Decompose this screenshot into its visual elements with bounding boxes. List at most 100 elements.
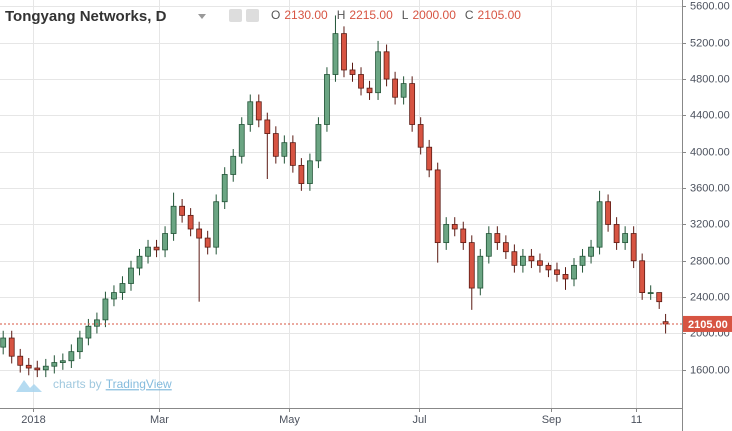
candle-body	[196, 228, 203, 239]
candle-body	[255, 101, 262, 121]
y-tick-label: 1600.00	[690, 364, 730, 376]
candle-body	[392, 78, 398, 98]
y-tick-label: 4000.00	[690, 146, 730, 158]
watermark-link[interactable]: TradingView	[106, 377, 172, 391]
y-tick-label: 2800.00	[690, 255, 730, 267]
format-icon[interactable]	[246, 9, 259, 22]
legend-value: 2000.00	[412, 8, 456, 22]
candle-body	[230, 155, 237, 175]
candle-body	[588, 246, 594, 257]
candle-body	[502, 242, 509, 253]
legend-key: O	[271, 8, 280, 22]
watermark-text: charts by	[53, 377, 102, 391]
y-tick-label: 5200.00	[690, 37, 730, 49]
candle-body	[315, 124, 322, 162]
candle-body	[545, 264, 552, 271]
candle-body	[8, 337, 15, 357]
candle-body	[264, 119, 271, 134]
candle-body	[383, 51, 390, 80]
candle-body	[119, 283, 126, 293]
candle-body	[162, 233, 168, 251]
x-tick-label: Sep	[542, 414, 562, 426]
candle-body	[281, 142, 288, 157]
legend-value: 2215.00	[349, 8, 393, 22]
x-tick-label: Mar	[150, 414, 169, 426]
y-tick-label: 3200.00	[690, 218, 730, 230]
candle-body	[451, 224, 458, 230]
candle-body	[42, 365, 49, 371]
candle-body	[238, 124, 245, 157]
candle-body	[647, 292, 654, 294]
watermark: charts by TradingView	[16, 377, 172, 392]
candle-body	[307, 160, 313, 184]
grid	[0, 0, 682, 408]
dropdown-icon	[198, 14, 206, 19]
candle-body	[511, 251, 518, 266]
candle-body	[187, 214, 194, 230]
candle-body	[485, 233, 492, 257]
candle-body	[272, 133, 279, 157]
candle-body	[656, 292, 663, 303]
candle-body	[443, 224, 450, 244]
legend-value: 2130.00	[284, 8, 328, 22]
candle-body	[349, 69, 356, 75]
legend-key: H	[337, 8, 346, 22]
watermark-logo	[16, 380, 42, 392]
y-tick-label: 4800.00	[690, 73, 730, 85]
candle-body	[622, 233, 629, 244]
candle-body	[170, 205, 177, 234]
candle-body	[221, 174, 228, 203]
candle-body	[204, 237, 211, 248]
candle-body	[213, 201, 220, 248]
candle-body	[34, 367, 41, 371]
candle-body	[468, 242, 475, 289]
candle-body	[358, 74, 364, 89]
candle-body	[51, 362, 58, 367]
candle-body	[332, 33, 339, 75]
candle-body	[434, 169, 441, 244]
candle-body	[153, 246, 160, 251]
candle-body	[366, 87, 373, 94]
candle-body	[247, 101, 254, 125]
x-tick-label: 11	[631, 414, 642, 426]
x-tick-label: 2018	[21, 414, 45, 426]
candle-body	[68, 351, 75, 362]
candle-body	[639, 260, 646, 293]
candle-body	[179, 205, 186, 216]
candle-body	[76, 337, 83, 353]
candle-body	[375, 51, 381, 94]
legend-value: 2105.00	[478, 8, 522, 22]
legend-key: C	[465, 8, 474, 22]
candles	[0, 15, 669, 378]
candle-body	[128, 267, 134, 284]
candle-body	[17, 355, 24, 366]
y-tick-label: 2400.00	[690, 291, 730, 303]
candle-body	[426, 146, 433, 171]
candle-body	[59, 360, 66, 363]
candle-body	[554, 269, 560, 275]
candle-body	[409, 83, 416, 125]
candle-body	[613, 224, 620, 244]
candle-body	[85, 325, 92, 339]
candle-body	[136, 255, 143, 269]
settings-icon[interactable]	[229, 9, 242, 22]
candle-body	[417, 124, 424, 148]
candle-body	[528, 255, 535, 262]
candle-body	[579, 255, 586, 266]
candle-body	[111, 292, 117, 300]
candle-body	[0, 337, 7, 348]
candle-body	[289, 142, 296, 166]
chart-title: Tongyang Networks, D	[5, 8, 167, 25]
candle-body	[630, 233, 637, 262]
candle-body	[571, 264, 577, 280]
candle-body	[537, 260, 543, 266]
candle-body	[460, 228, 467, 244]
candle-body	[519, 255, 526, 266]
y-tick-label: 4400.00	[690, 109, 730, 121]
candle-body	[400, 83, 407, 98]
candle-body	[102, 298, 109, 321]
y-tick-label: 5600.00	[690, 0, 730, 12]
